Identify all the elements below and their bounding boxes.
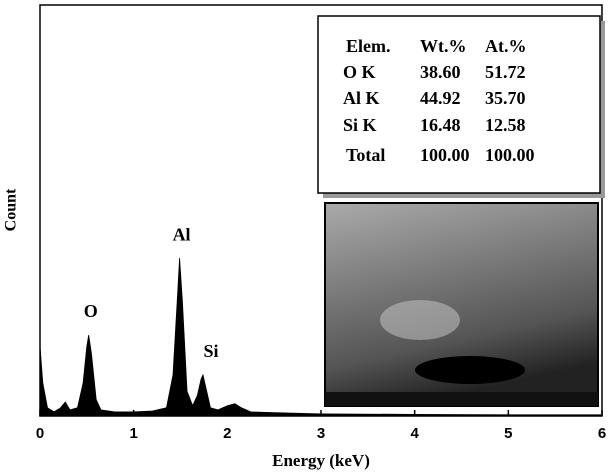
x-tick-label: 6 [598, 425, 606, 442]
sem-photo [324, 202, 599, 407]
table-cell: 12.58 [485, 115, 526, 135]
table-cell: 35.70 [485, 88, 526, 108]
sem-feature [415, 356, 525, 384]
peak-label: O [84, 301, 98, 321]
table-header: At.% [485, 36, 527, 56]
table-box [317, 15, 601, 194]
y-axis-label: Count [3, 188, 20, 231]
peak-label: Si [203, 341, 218, 361]
sem-info-bar [325, 392, 598, 406]
x-tick-label: 4 [410, 425, 419, 442]
sem-feature [380, 300, 460, 340]
table-cell: 100.00 [485, 145, 535, 165]
table-cell: 51.72 [485, 62, 526, 82]
sem-image [324, 202, 599, 407]
x-tick-label: 3 [317, 425, 325, 442]
x-tick-label: 0 [36, 425, 44, 442]
x-tick-label: 1 [129, 425, 137, 442]
table-cell: 44.92 [420, 88, 461, 108]
table-cell: O K [343, 62, 376, 82]
table-cell: 16.48 [420, 115, 461, 135]
x-tick-label: 5 [504, 425, 512, 442]
table-header: Wt.% [420, 36, 467, 56]
table-cell: Total [346, 145, 385, 165]
table-cell: Al K [343, 88, 380, 108]
table-cell: 100.00 [420, 145, 470, 165]
peak-label: Al [173, 224, 191, 244]
spectrum [39, 258, 603, 417]
table-header: Elem. [346, 36, 391, 56]
x-axis-label: Energy (keV) [272, 451, 370, 470]
x-tick-label: 2 [223, 425, 231, 442]
table-cell: 38.60 [420, 62, 461, 82]
table-cell: Si K [343, 115, 377, 135]
